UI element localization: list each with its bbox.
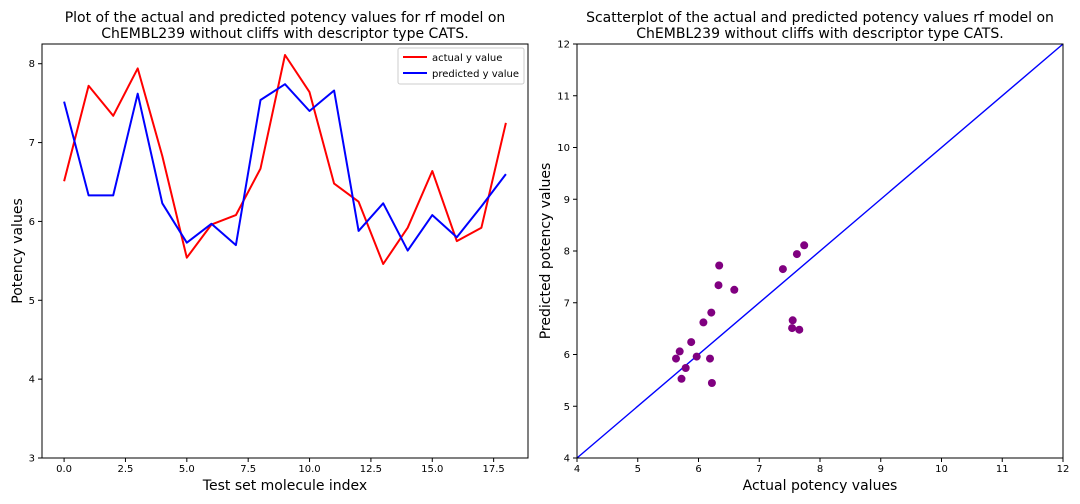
- scatter-point: [792, 250, 801, 259]
- scatter-plot-panel: Scatterplot of the actual and predicted …: [538, 10, 1069, 494]
- right-x-tick-label: 4: [574, 464, 580, 475]
- right-x-axis-label: Actual potency values: [743, 478, 898, 494]
- scatter-point: [677, 374, 686, 383]
- right-x-tick-label: 9: [878, 464, 884, 475]
- scatter-point: [706, 354, 714, 363]
- left-y-tick-label: 6: [29, 217, 35, 228]
- right-y-tick-label: 11: [557, 91, 570, 102]
- right-x-tick-label: 5: [635, 464, 641, 475]
- left-x-axis-label: Test set molecule index: [202, 478, 367, 494]
- identity-line: [576, 43, 1064, 459]
- left-x-tick-label: 10.0: [298, 464, 320, 475]
- right-x-tick-label: 8: [817, 464, 823, 475]
- left-x-tick-label: 12.5: [360, 464, 382, 475]
- right-y-axis-label: Predicted potency values: [538, 163, 554, 340]
- left-chart-title-line2: ChEMBL239 without cliffs with descriptor…: [101, 26, 468, 42]
- right-y-tick-label: 5: [564, 402, 570, 413]
- left-y-tick-label: 7: [29, 138, 35, 149]
- left-x-tick-label: 15.0: [421, 464, 443, 475]
- predicted-value-line: [63, 83, 507, 252]
- scatter-point: [714, 281, 723, 290]
- right-x-tick-label: 11: [996, 464, 1009, 475]
- left-x-tick-label: 5.0: [179, 464, 195, 475]
- scatter-point: [788, 316, 797, 325]
- right-marks: [576, 43, 1064, 459]
- scatter-point: [715, 261, 724, 270]
- legend: actual y value predicted y value: [397, 47, 525, 85]
- scatter-point: [707, 308, 716, 317]
- left-x-tick-label: 17.5: [483, 464, 505, 475]
- scatter-point: [672, 354, 680, 363]
- left-y-tick-label: 4: [29, 375, 35, 386]
- scatter-point: [778, 265, 787, 274]
- scatter-point: [687, 338, 696, 347]
- right-y-tick-label: 9: [564, 195, 570, 206]
- right-x-tick-label: 6: [695, 464, 701, 475]
- scatter-point: [707, 379, 716, 387]
- right-y-tick-label: 8: [564, 247, 570, 258]
- scatter-point: [800, 241, 809, 250]
- right-y-tick-label: 6: [564, 350, 570, 361]
- left-x-tick-label: 2.5: [118, 464, 134, 475]
- left-x-tick-label: 0.0: [56, 464, 72, 475]
- scatter-point: [730, 285, 739, 294]
- scatter-point: [699, 318, 708, 327]
- right-y-tick-label: 10: [557, 143, 570, 154]
- right-x-tick-label: 7: [756, 464, 762, 475]
- right-x-tick-label: 12: [1057, 464, 1070, 475]
- scatter-point: [795, 325, 804, 334]
- right-x-tick-label: 10: [935, 464, 948, 475]
- line-plot-panel: Plot of the actual and predicted potency…: [10, 10, 529, 494]
- left-series: [63, 54, 507, 265]
- scatter-point: [681, 364, 690, 372]
- left-y-axis-label: Potency values: [10, 198, 26, 303]
- legend-label-predicted: predicted y value: [432, 69, 519, 80]
- left-x-tick-label: 7.5: [240, 464, 256, 475]
- left-chart-title-line1: Plot of the actual and predicted potency…: [65, 10, 506, 26]
- actual-value-line: [63, 54, 507, 265]
- left-plot-frame: [41, 43, 529, 459]
- legend-label-actual: actual y value: [432, 53, 502, 64]
- legend-box: [397, 47, 525, 85]
- right-y-tick-label: 12: [557, 40, 570, 51]
- right-ticks: 4 5 6 7 8 9 10 11 12 4 5 6 7 8 9 10 11 12: [557, 40, 1069, 476]
- left-y-tick-label: 8: [29, 59, 35, 70]
- right-plot-frame: [576, 43, 1064, 459]
- right-chart-title-line1: Scatterplot of the actual and predicted …: [586, 10, 1054, 26]
- left-ticks: 0.0 2.5 5.0 7.5 10.0 12.5 15.0 17.5 3 4 5 6 7 8: [29, 59, 505, 475]
- right-y-tick-label: 4: [564, 454, 570, 465]
- scatter-point: [788, 324, 797, 333]
- scatter-point: [692, 352, 701, 361]
- right-y-tick-label: 7: [564, 298, 570, 309]
- left-y-tick-label: 3: [29, 454, 35, 465]
- scatter-point: [675, 347, 684, 356]
- right-chart-title-line2: ChEMBL239 without cliffs with descriptor…: [636, 26, 1003, 42]
- left-y-tick-label: 5: [29, 296, 35, 307]
